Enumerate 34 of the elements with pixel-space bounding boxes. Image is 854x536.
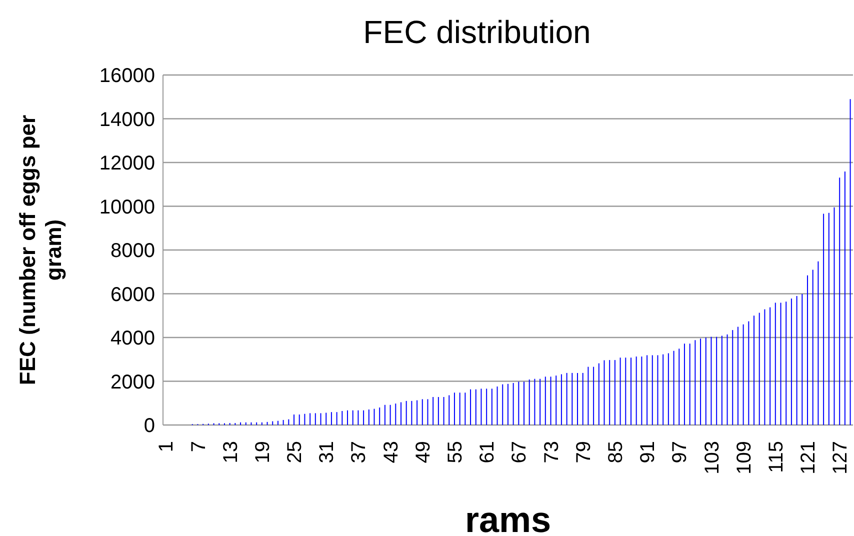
x-tick-label: 25 [284,441,306,464]
y-tick-label: 6000 [110,284,155,306]
y-tick-label: 0 [144,415,155,438]
x-tick-label: 85 [604,441,627,464]
y-tick-label: 16000 [99,65,155,88]
y-axis-title: FEC (number off eggs per gram) [15,114,66,386]
x-tick-label: 115 [765,441,788,473]
x-tick-label: 55 [444,441,467,464]
y-tick-label: 4000 [110,328,155,350]
x-tick-label: 37 [348,441,370,464]
x-tick-label: 103 [701,441,724,474]
x-tick-label: 97 [669,441,692,464]
y-tick-label: 10000 [99,196,155,218]
x-tick-label: 61 [476,441,499,464]
x-tick-label: 109 [733,441,756,474]
x-tick-label: 43 [380,441,402,464]
y-tick-label: 14000 [99,108,155,131]
x-tick-label: 49 [412,441,434,464]
x-tick-label: 31 [316,441,338,464]
x-tick-label: 1 [156,441,178,452]
x-axis-title: rams [464,499,552,536]
x-tick-label: 19 [252,441,274,464]
x-tick-label: 7 [188,441,210,452]
x-tick-label: 127 [830,441,852,474]
y-tick-label: 2000 [110,371,155,394]
y-tick-label: 8000 [110,240,155,262]
x-tick-label: 121 [798,441,820,474]
x-tick-label: 73 [540,441,563,464]
y-tick-label: 12000 [99,152,155,175]
x-tick-label: 67 [508,441,531,464]
x-tick-label: 91 [637,441,660,464]
x-tick-label: 13 [220,441,242,464]
chart-title: FEC distribution [362,14,592,51]
x-tick-label: 79 [572,441,595,464]
